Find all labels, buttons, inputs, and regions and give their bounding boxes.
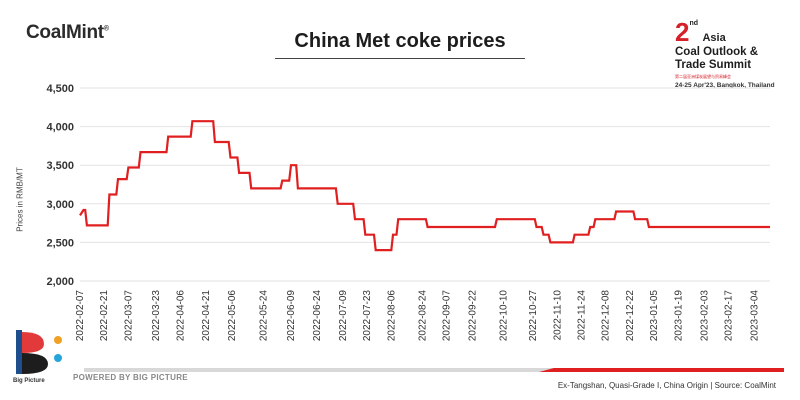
event-subline: 第二届亚洲煤炭展望与贸易峰会 <box>675 74 731 79</box>
y-tick-labels: 2,000 2,500 3,000 3,500 4,000 4,500 <box>46 83 74 288</box>
y-tick-label: 2,500 <box>46 237 74 249</box>
y-tick-label: 3,500 <box>46 160 74 172</box>
x-tick-label: 2022-02-21 <box>99 290 110 342</box>
x-tick-label: 2022-03-07 <box>123 290 134 342</box>
x-tick-label: 2023-03-04 <box>749 290 760 342</box>
x-tick-label: 2022-10-10 <box>499 290 510 342</box>
x-tick-label: 2022-05-24 <box>258 290 269 342</box>
x-tick-label: 2022-12-22 <box>625 290 636 342</box>
grid-lines <box>80 87 770 282</box>
coalmint-logo: CoalMint® <box>26 22 109 44</box>
powered-by-text: POWERED BY BIG PICTURE <box>73 373 188 382</box>
x-tick-label: 2022-11-10 <box>552 290 563 341</box>
x-tick-label: 2022-04-06 <box>175 290 186 342</box>
y-tick-label: 2,000 <box>46 276 74 288</box>
x-tick-label: 2022-02-07 <box>75 290 86 342</box>
event-badge: 2nd Asia Coal Outlook & Trade Summit 第二届… <box>675 17 795 89</box>
y-tick-label: 4,500 <box>46 83 74 95</box>
registered-mark: ® <box>103 25 109 33</box>
x-tick-label: 2023-01-05 <box>649 290 660 342</box>
x-tick-label: 2022-08-24 <box>417 290 428 342</box>
event-region: Asia <box>702 32 726 44</box>
x-tick-label: 2023-02-03 <box>699 290 710 342</box>
x-tick-label: 2022-12-08 <box>601 290 612 342</box>
x-tick-label: 2022-09-22 <box>468 290 479 342</box>
y-tick-label: 4,000 <box>46 122 74 134</box>
big-picture-logo-icon <box>16 330 62 374</box>
x-tick-label: 2022-04-21 <box>201 290 212 342</box>
x-tick-label: 2022-09-07 <box>442 290 453 342</box>
x-tick-label: 2022-06-09 <box>286 290 297 342</box>
title-underline <box>275 58 525 59</box>
x-tick-label: 2023-02-17 <box>723 290 734 342</box>
bottom-accent-bar <box>84 368 784 372</box>
x-tick-label: 2022-08-06 <box>386 290 397 342</box>
x-tick-label: 2022-10-27 <box>528 290 539 342</box>
event-number: 2 <box>675 17 690 47</box>
x-tick-labels: 2022-02-07 2022-02-21 2022-03-07 2022-03-23… <box>75 290 760 342</box>
x-tick-label: 2022-11-24 <box>577 290 588 341</box>
x-tick-label: 2023-01-19 <box>673 290 684 342</box>
chart-title: China Met coke prices <box>294 30 506 52</box>
source-note: Ex-Tangshan, Quasi-Grade I, China Origin… <box>557 381 776 390</box>
x-tick-label: 2022-07-23 <box>362 290 373 342</box>
x-tick-label: 2022-06-24 <box>312 290 323 342</box>
x-tick-label: 2022-05-06 <box>227 290 238 342</box>
x-tick-label: 2022-07-09 <box>338 290 349 342</box>
event-date: 24-25 Apr'23, Bangkok, Thailand <box>675 82 775 89</box>
event-title-line2: Trade Summit <box>675 59 752 71</box>
y-tick-label: 3,000 <box>46 199 74 211</box>
event-ordinal: nd <box>689 20 699 27</box>
event-title-line1: Coal Outlook & <box>675 46 759 58</box>
x-tick-label: 2022-03-23 <box>151 290 162 342</box>
logo-text: CoalMint <box>26 22 104 43</box>
big-picture-label: Big Picture <box>13 378 45 384</box>
price-line <box>79 120 770 252</box>
